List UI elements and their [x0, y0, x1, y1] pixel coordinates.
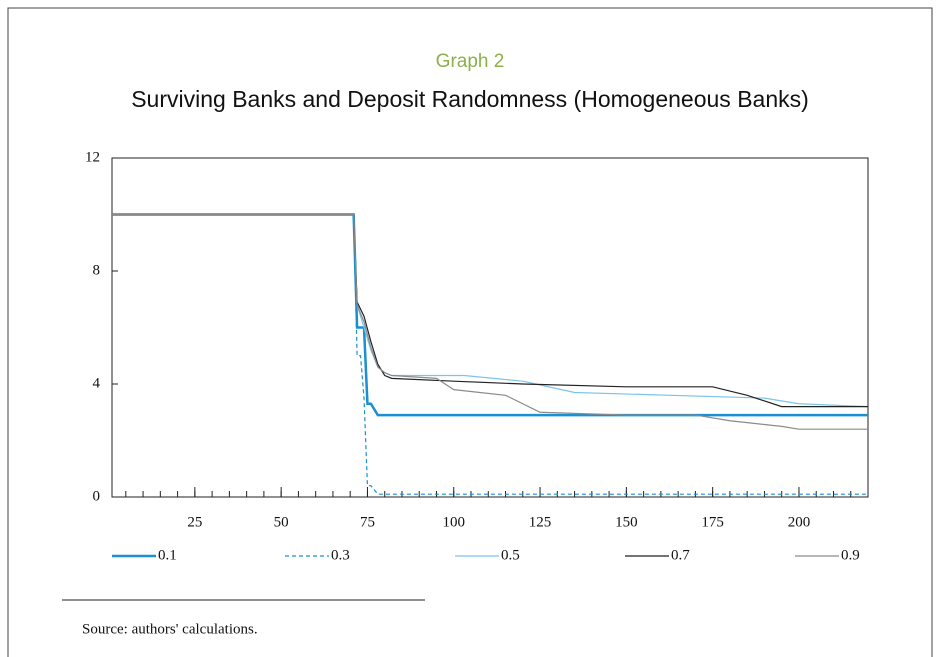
series-line [112, 213, 869, 408]
legend-label: 0.7 [671, 547, 690, 563]
x-tick-label: 50 [274, 514, 289, 530]
legend-label: 0.3 [331, 547, 350, 563]
x-tick-label: 25 [187, 514, 202, 530]
y-tick-label: 4 [93, 375, 101, 391]
y-tick-label: 12 [85, 149, 100, 165]
legend-label: 0.5 [501, 547, 520, 563]
y-tick-label: 0 [93, 488, 101, 504]
x-tick-label: 100 [443, 514, 466, 530]
chart-subtitle: Graph 2 [436, 51, 505, 72]
x-tick-label: 75 [360, 514, 375, 530]
series-line [112, 213, 868, 417]
chart-title: Surviving Banks and Deposit Randomness (… [131, 86, 809, 112]
frame [7, 7, 933, 657]
x-tick-label: 125 [529, 514, 552, 530]
legend-label: 0.1 [158, 547, 177, 563]
y-tick-label: 8 [93, 262, 101, 278]
series-line [112, 213, 868, 408]
series-line [112, 213, 868, 495]
x-tick-label: 200 [788, 514, 811, 530]
source: Source: authors' calculations. [82, 621, 258, 637]
x-tick-label: 175 [701, 514, 724, 530]
plot-frame [111, 157, 869, 498]
series-line [112, 213, 868, 430]
legend-label: 0.9 [841, 547, 860, 563]
x-tick-label: 150 [615, 514, 638, 530]
